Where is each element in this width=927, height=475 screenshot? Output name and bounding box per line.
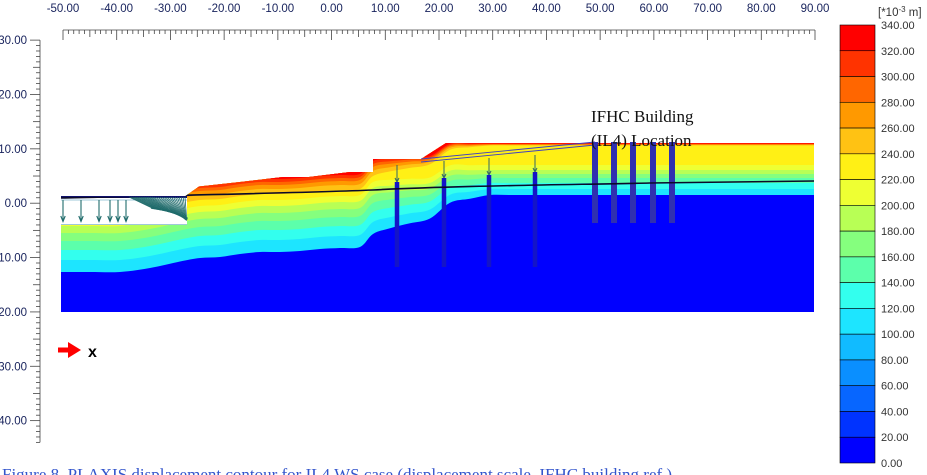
svg-text:-30.00: -30.00 [154, 3, 187, 15]
svg-text:-10.00: -10.00 [262, 3, 295, 15]
svg-text:80.00: 80.00 [881, 355, 909, 367]
svg-text:(IL4) Location: (IL4) Location [591, 131, 692, 150]
svg-text:0.00: 0.00 [881, 458, 902, 470]
svg-text:260.00: 260.00 [881, 123, 915, 135]
svg-text:80.00: 80.00 [747, 3, 776, 15]
svg-text:0.00: 0.00 [5, 198, 27, 210]
svg-text:90.00: 90.00 [801, 3, 830, 15]
svg-text:240.00: 240.00 [881, 149, 915, 161]
svg-text:120.00: 120.00 [881, 303, 915, 315]
svg-text:-10.00: -10.00 [0, 253, 27, 265]
svg-text:20.00: 20.00 [0, 90, 27, 102]
svg-text:70.00: 70.00 [693, 3, 722, 15]
svg-text:0.00: 0.00 [320, 3, 342, 15]
svg-text:40.00: 40.00 [881, 407, 909, 419]
svg-text:20.00: 20.00 [881, 432, 909, 444]
svg-text:320.00: 320.00 [881, 46, 915, 58]
svg-text:30.00: 30.00 [478, 3, 507, 15]
svg-text:-40.00: -40.00 [100, 3, 133, 15]
svg-text:100.00: 100.00 [881, 329, 915, 341]
svg-text:60.00: 60.00 [640, 3, 669, 15]
svg-text:Figure 8. PLAXIS displacement: Figure 8. PLAXIS displacement contour fo… [2, 465, 672, 475]
svg-text:340.00: 340.00 [881, 20, 915, 32]
svg-text:x: x [88, 344, 97, 361]
svg-text:160.00: 160.00 [881, 252, 915, 264]
svg-text:-20.00: -20.00 [208, 3, 241, 15]
svg-text:50.00: 50.00 [586, 3, 615, 15]
svg-text:220.00: 220.00 [881, 175, 915, 187]
svg-text:300.00: 300.00 [881, 72, 915, 84]
svg-text:IFHC Building: IFHC Building [591, 107, 694, 126]
svg-text:40.00: 40.00 [532, 3, 561, 15]
svg-text:-50.00: -50.00 [47, 3, 80, 15]
svg-text:280.00: 280.00 [881, 97, 915, 109]
svg-text:[*10-3 m]: [*10-3 m] [878, 5, 922, 19]
svg-text:-40.00: -40.00 [0, 416, 27, 428]
svg-text:10.00: 10.00 [371, 3, 400, 15]
svg-text:140.00: 140.00 [881, 278, 915, 290]
svg-text:60.00: 60.00 [881, 381, 909, 393]
svg-text:200.00: 200.00 [881, 200, 915, 212]
svg-text:-30.00: -30.00 [0, 361, 27, 373]
svg-text:-20.00: -20.00 [0, 307, 27, 319]
svg-text:20.00: 20.00 [425, 3, 454, 15]
svg-text:10.00: 10.00 [0, 144, 27, 156]
svg-text:180.00: 180.00 [881, 226, 915, 238]
svg-text:30.00: 30.00 [0, 35, 27, 47]
